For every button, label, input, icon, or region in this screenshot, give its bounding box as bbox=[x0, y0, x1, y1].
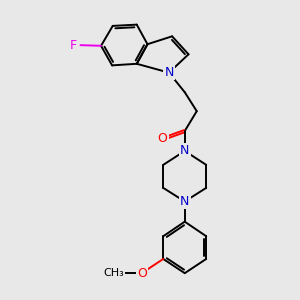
Text: F: F bbox=[70, 39, 77, 52]
Text: N: N bbox=[180, 195, 189, 208]
Text: N: N bbox=[180, 144, 189, 158]
Text: CH₃: CH₃ bbox=[103, 268, 124, 278]
Text: O: O bbox=[137, 267, 147, 280]
Text: O: O bbox=[158, 132, 168, 146]
Text: N: N bbox=[164, 66, 174, 79]
